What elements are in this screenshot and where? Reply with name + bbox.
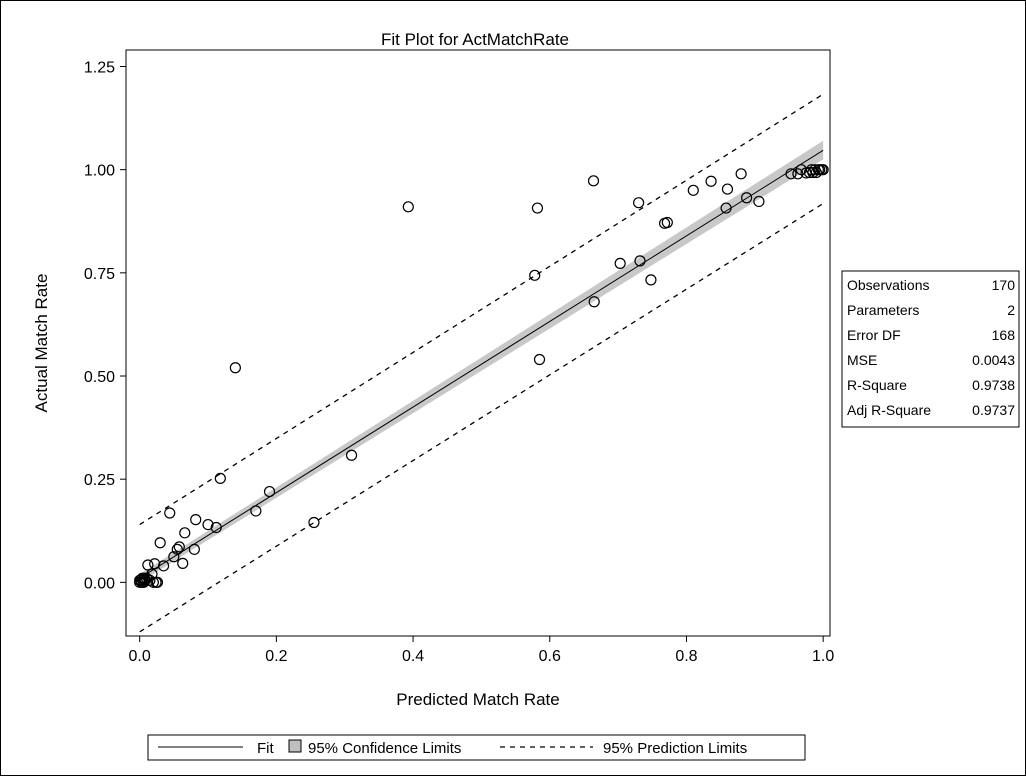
data-point: [634, 255, 646, 267]
x-tick-label: 0.2: [265, 648, 287, 665]
data-point: [164, 507, 176, 519]
y-tick-label: 0.00: [84, 575, 115, 592]
stat-value: 168: [992, 327, 1016, 343]
data-point: [168, 551, 180, 563]
data-point: [817, 164, 829, 176]
data-point: [661, 216, 673, 229]
data-point: [214, 472, 226, 484]
data-point: [402, 201, 414, 213]
stat-label: MSE: [847, 352, 877, 368]
data-point: [229, 362, 241, 374]
chart-title: Fit Plot for ActMatchRate: [381, 30, 569, 49]
data-point: [531, 202, 544, 214]
prediction-limit-upper: [139, 93, 824, 526]
stat-value: 0.0043: [972, 352, 1015, 368]
data-point: [149, 558, 161, 570]
legend: Fit 95% Confidence Limits 95% Prediction…: [147, 734, 806, 761]
data-point: [171, 543, 183, 555]
data-point: [614, 257, 626, 269]
data-point: [190, 514, 202, 526]
x-tick-label: 0.4: [402, 648, 424, 665]
y-tick-label: 1.00: [84, 163, 115, 180]
data-point: [147, 576, 159, 588]
stat-value: 2: [1007, 302, 1015, 318]
y-tick-label: 1.25: [84, 60, 115, 77]
data-point: [705, 175, 717, 187]
data-point: [308, 516, 320, 529]
stat-value: 0.9738: [972, 377, 1015, 393]
data-point: [741, 192, 753, 204]
data-point: [735, 168, 747, 180]
stat-label: R-Square: [847, 377, 907, 393]
data-point: [533, 353, 546, 366]
data-point: [151, 576, 164, 588]
stat-label: Observations: [847, 277, 929, 293]
data-point: [188, 543, 200, 555]
y-tick-label: 0.50: [84, 369, 115, 386]
prediction-limit-lower: [139, 202, 824, 633]
x-axis-label: Predicted Match Rate: [396, 690, 559, 709]
confidence-band-layer: [139, 140, 824, 583]
x-tick-label: 0.8: [675, 648, 697, 665]
data-point: [645, 274, 657, 286]
data-point: [721, 183, 734, 195]
data-point: [142, 559, 154, 571]
x-tick-label: 0.6: [539, 648, 561, 665]
data-point: [179, 527, 191, 539]
stat-value: 0.9737: [972, 402, 1015, 418]
x-tick-label: 0.0: [129, 648, 151, 665]
stat-label: Error DF: [847, 327, 901, 343]
data-point: [177, 557, 189, 569]
legend-prediction-label: 95% Prediction Limits: [603, 740, 747, 757]
data-point: [587, 175, 600, 187]
data-point: [753, 195, 765, 208]
data-point: [588, 296, 600, 308]
stat-label: Adj R-Square: [847, 402, 931, 418]
y-axis-ticks: 0.00 0.25 0.50 0.75 1.00 1.25: [84, 60, 126, 592]
data-point: [810, 166, 822, 179]
legend-confidence-label: 95% Confidence Limits: [308, 740, 461, 757]
data-point: [529, 269, 541, 281]
stats-box-border: [841, 270, 1020, 428]
data-point: [687, 184, 699, 196]
data-point: [157, 560, 170, 572]
data-point: [173, 541, 185, 553]
data-point: [250, 505, 262, 517]
data-point: [720, 202, 732, 214]
data-point: [154, 537, 166, 549]
y-tick-label: 0.25: [84, 472, 115, 489]
fit-statistics-table: Observations 170 Parameters 2 Error DF 168 MSE…: [841, 270, 1020, 428]
data-point: [785, 168, 797, 180]
data-point: [202, 518, 214, 531]
x-axis-ticks: 0.0 0.2 0.4 0.6 0.8 1.0: [129, 636, 834, 665]
stat-value: 170: [992, 277, 1016, 293]
stat-label: Parameters: [847, 302, 919, 318]
data-point: [345, 449, 358, 461]
plot-area: [125, 49, 831, 637]
legend-confidence-swatch: [288, 739, 302, 753]
legend-fit-label: Fit: [257, 740, 274, 757]
y-tick-label: 0.75: [84, 266, 115, 283]
data-point: [137, 574, 149, 586]
confidence-band: [139, 140, 824, 583]
y-axis-label: Actual Match Rate: [32, 274, 51, 413]
fit-line-layer: [139, 149, 824, 579]
data-point: [633, 197, 645, 209]
x-tick-label: 1.0: [812, 648, 834, 665]
fit-line: [139, 149, 824, 579]
data-point: [263, 485, 276, 498]
prediction-limits-layer: [139, 93, 824, 633]
legend-border: [147, 734, 806, 761]
data-point: [210, 521, 222, 534]
data-points: [134, 164, 829, 588]
